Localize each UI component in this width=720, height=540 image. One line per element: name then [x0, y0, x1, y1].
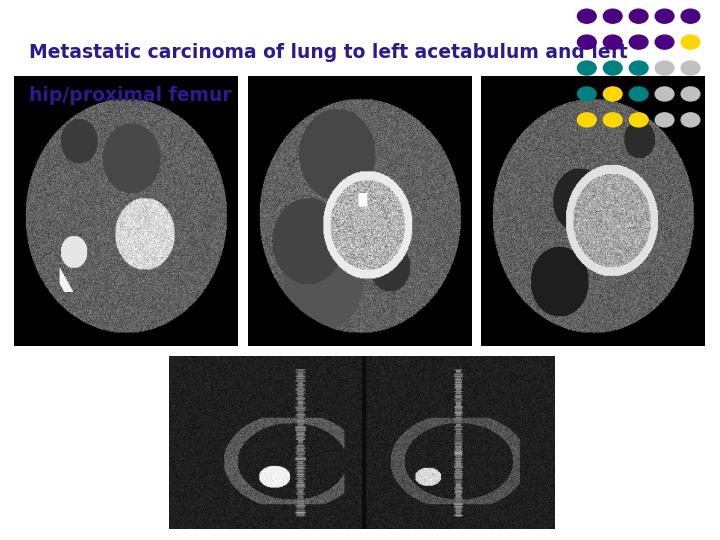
Text: hip/proximal femur: hip/proximal femur [29, 86, 232, 105]
Text: Metastatic carcinoma of lung to left acetabulum and left: Metastatic carcinoma of lung to left ace… [29, 43, 627, 62]
